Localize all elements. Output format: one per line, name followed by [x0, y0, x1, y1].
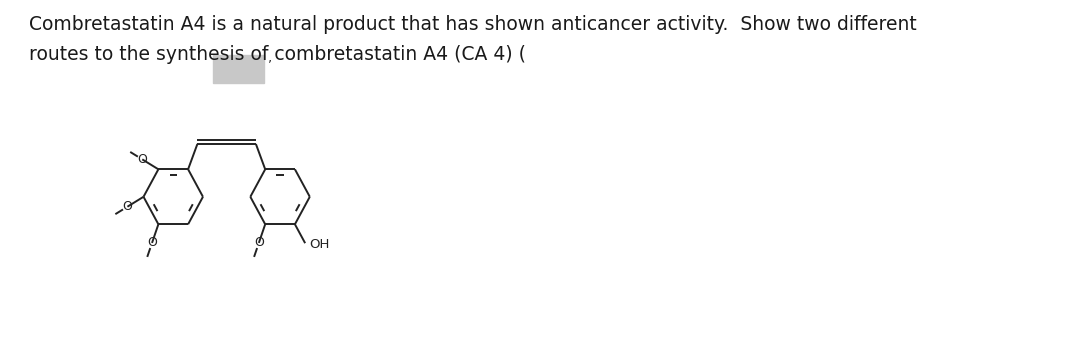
- Text: O: O: [254, 236, 264, 249]
- Text: ’: ’: [268, 58, 272, 71]
- Text: O: O: [122, 200, 133, 213]
- Text: routes to the synthesis of combretastatin A4 (CA 4) (: routes to the synthesis of combretastati…: [29, 45, 526, 64]
- Text: OH: OH: [309, 238, 329, 251]
- Text: O: O: [137, 153, 147, 166]
- Bar: [213, 55, 265, 83]
- Text: Combretastatin A4 is a natural product that has shown anticancer activity.  Show: Combretastatin A4 is a natural product t…: [29, 15, 917, 34]
- Text: O: O: [147, 236, 157, 249]
